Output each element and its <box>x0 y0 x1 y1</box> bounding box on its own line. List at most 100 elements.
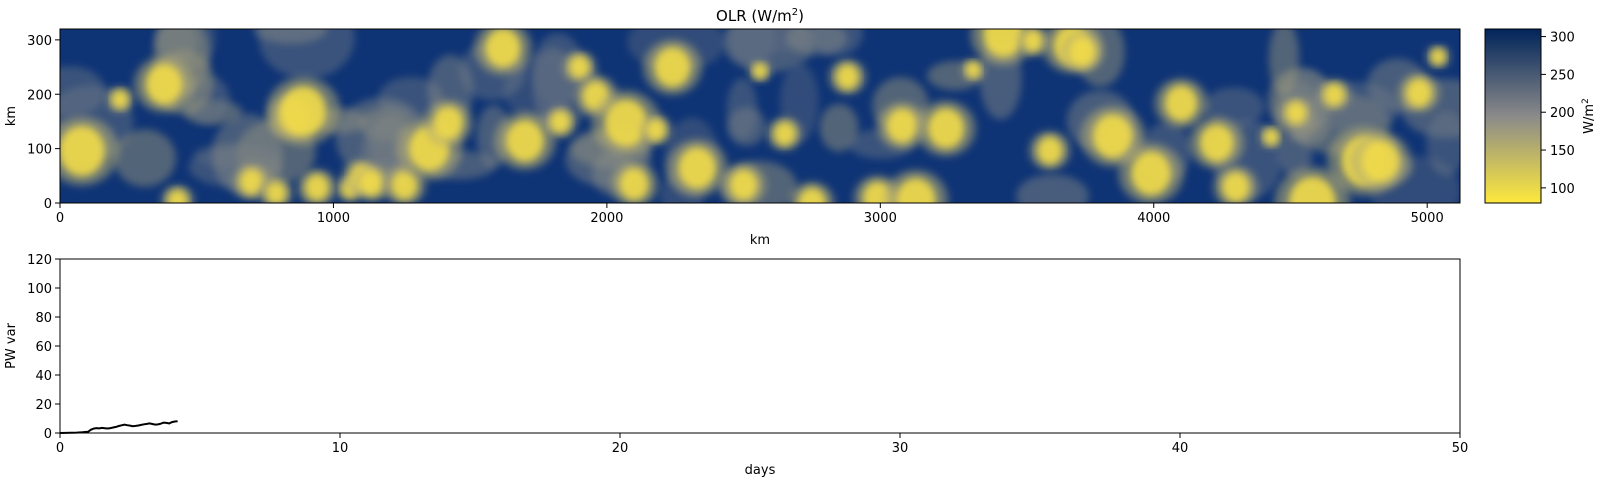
pwvar-x-tick-label: 40 <box>1172 441 1189 456</box>
olr-cloud-core <box>729 169 758 201</box>
pwvar-y-tick-label: 80 <box>35 311 52 326</box>
olr-title-suffix: ) <box>798 7 804 25</box>
olr-cloud-core <box>1164 85 1198 122</box>
colorbar-tick-label: 300 <box>1550 31 1575 46</box>
pwvar-y-tick-label: 100 <box>27 282 52 297</box>
olr-cloud-core <box>549 110 571 134</box>
olr-cloud-core <box>1361 140 1400 183</box>
olr-cloud-core <box>167 189 188 203</box>
olr-x-tick-label: 0 <box>56 211 64 226</box>
olr-x-tick-label: 2000 <box>590 211 623 226</box>
colorbar-gradient <box>1484 28 1542 204</box>
olr-cloud-core <box>432 106 464 140</box>
pwvar-x-tick-label: 20 <box>612 441 629 456</box>
colorbar-tick-label: 150 <box>1550 144 1575 159</box>
olr-cloud-core <box>1023 29 1044 53</box>
olr-cloud-core <box>895 177 937 203</box>
pwvar-frame <box>59 258 1461 434</box>
olr-cloud-core <box>1285 101 1307 124</box>
olr-cloud-core <box>280 85 327 137</box>
pwvar-y-tick-label: 0 <box>44 427 52 442</box>
olr-x-tick-label: 5000 <box>1411 211 1444 226</box>
olr-cloud-core <box>60 125 105 177</box>
pwvar-panel: 0 10 20 30 40 50 0 20 40 60 80 100 120 days PW var <box>4 253 1468 478</box>
olr-cloud-core <box>982 29 1024 58</box>
pwvar-xlabel: days <box>745 463 776 478</box>
olr-y-tick-label: 0 <box>44 197 52 212</box>
olr-haze-patch <box>1278 131 1313 178</box>
olr-cloud-core <box>797 187 827 203</box>
pwvar-x-tick-label: 30 <box>892 441 909 456</box>
olr-haze-patch <box>819 103 859 152</box>
olr-haze-patch <box>726 78 758 140</box>
olr-cloud-core <box>239 168 264 195</box>
colorbar-label: W/m2 <box>1581 98 1597 134</box>
colorbar-tick-label: 200 <box>1550 106 1575 121</box>
pwvar-x-tick-label: 0 <box>56 441 64 456</box>
olr-haze-patch <box>113 129 176 187</box>
olr-title-text: OLR (W/m <box>716 7 792 25</box>
pwvar-y-tick-label: 60 <box>35 340 52 355</box>
olr-cloud-core <box>265 181 287 203</box>
pwvar-series-line <box>59 420 178 434</box>
olr-cloud-core <box>927 107 965 149</box>
olr-cloud-core <box>359 170 384 197</box>
olr-x-ticks: 0 1000 2000 3000 4000 5000 <box>56 203 1444 226</box>
olr-ylabel: km <box>4 106 19 126</box>
olr-cloud-core <box>304 173 330 202</box>
olr-haze-patch <box>1426 111 1460 176</box>
olr-cloud-core <box>1221 171 1250 203</box>
pwvar-x-tick-label: 50 <box>1452 441 1469 456</box>
olr-cloud-core <box>752 63 768 80</box>
pwvar-y-ticks: 0 20 40 60 80 100 120 <box>27 253 60 442</box>
olr-haze-patch <box>785 29 848 55</box>
pwvar-y-tick-label: 120 <box>27 253 52 268</box>
pwvar-y-tick-label: 40 <box>35 369 52 384</box>
olr-frame <box>59 28 1461 204</box>
pwvar-ylabel: PW var <box>4 322 19 368</box>
olr-cloud-core <box>145 63 183 106</box>
olr-cloud-core <box>654 46 691 88</box>
olr-cloud-core <box>1069 37 1097 67</box>
olr-cloud-core <box>1130 151 1172 196</box>
olr-cloud-core <box>1263 128 1279 146</box>
olr-cloud-core <box>1036 136 1063 165</box>
olr-cloud-blobs <box>60 29 1460 203</box>
olr-haze-patch <box>1268 29 1300 96</box>
olr-panel: OLR (W/m2) 0 1000 2000 3000 4000 5000 0100200… <box>4 7 1597 248</box>
olr-y-tick-label: 200 <box>27 88 52 103</box>
pwvar-x-tick-label: 10 <box>332 441 349 456</box>
olr-cloud-core <box>1405 78 1433 108</box>
olr-xlabel: km <box>750 233 770 248</box>
olr-cloud-core <box>1199 123 1234 163</box>
olr-y-tick-label: 100 <box>27 143 52 158</box>
colorbar-label-text: W/m <box>1582 104 1597 134</box>
colorbar-tick-label: 100 <box>1550 182 1575 197</box>
pwvar-x-ticks: 0 10 20 30 40 50 <box>56 433 1468 456</box>
olr-cloud-core <box>1323 83 1345 107</box>
colorbar: 100 150 200 250 300 W/m2 <box>1484 28 1597 204</box>
olr-x-tick-label: 1000 <box>317 211 350 226</box>
olr-cloud-core <box>773 121 796 147</box>
olr-x-tick-label: 4000 <box>1137 211 1170 226</box>
colorbar-tick-label: 250 <box>1550 68 1575 83</box>
olr-x-tick-label: 3000 <box>864 211 897 226</box>
colorbar-ticks: 100 150 200 250 300 <box>1541 31 1575 197</box>
colorbar-label-sup: 2 <box>1581 98 1591 104</box>
olr-heatmap <box>60 29 1460 203</box>
olr-cloud-core <box>604 99 648 147</box>
olr-y-tick-label: 300 <box>27 34 52 49</box>
olr-title: OLR (W/m2) <box>716 7 804 25</box>
olr-haze-patch <box>253 29 328 44</box>
olr-title-sup: 2 <box>792 7 798 18</box>
olr-cloud-core <box>111 89 129 109</box>
olr-cloud-core <box>678 146 717 189</box>
olr-cloud-core <box>484 29 522 68</box>
olr-cloud-core <box>1288 176 1336 203</box>
olr-cloud-core <box>835 63 860 90</box>
olr-cloud-core <box>619 167 650 201</box>
olr-cloud-core <box>1092 114 1133 159</box>
olr-y-ticks: 0 100 200 300 <box>27 34 60 212</box>
olr-cloud-core <box>886 108 919 144</box>
olr-haze-patch <box>1016 174 1089 203</box>
